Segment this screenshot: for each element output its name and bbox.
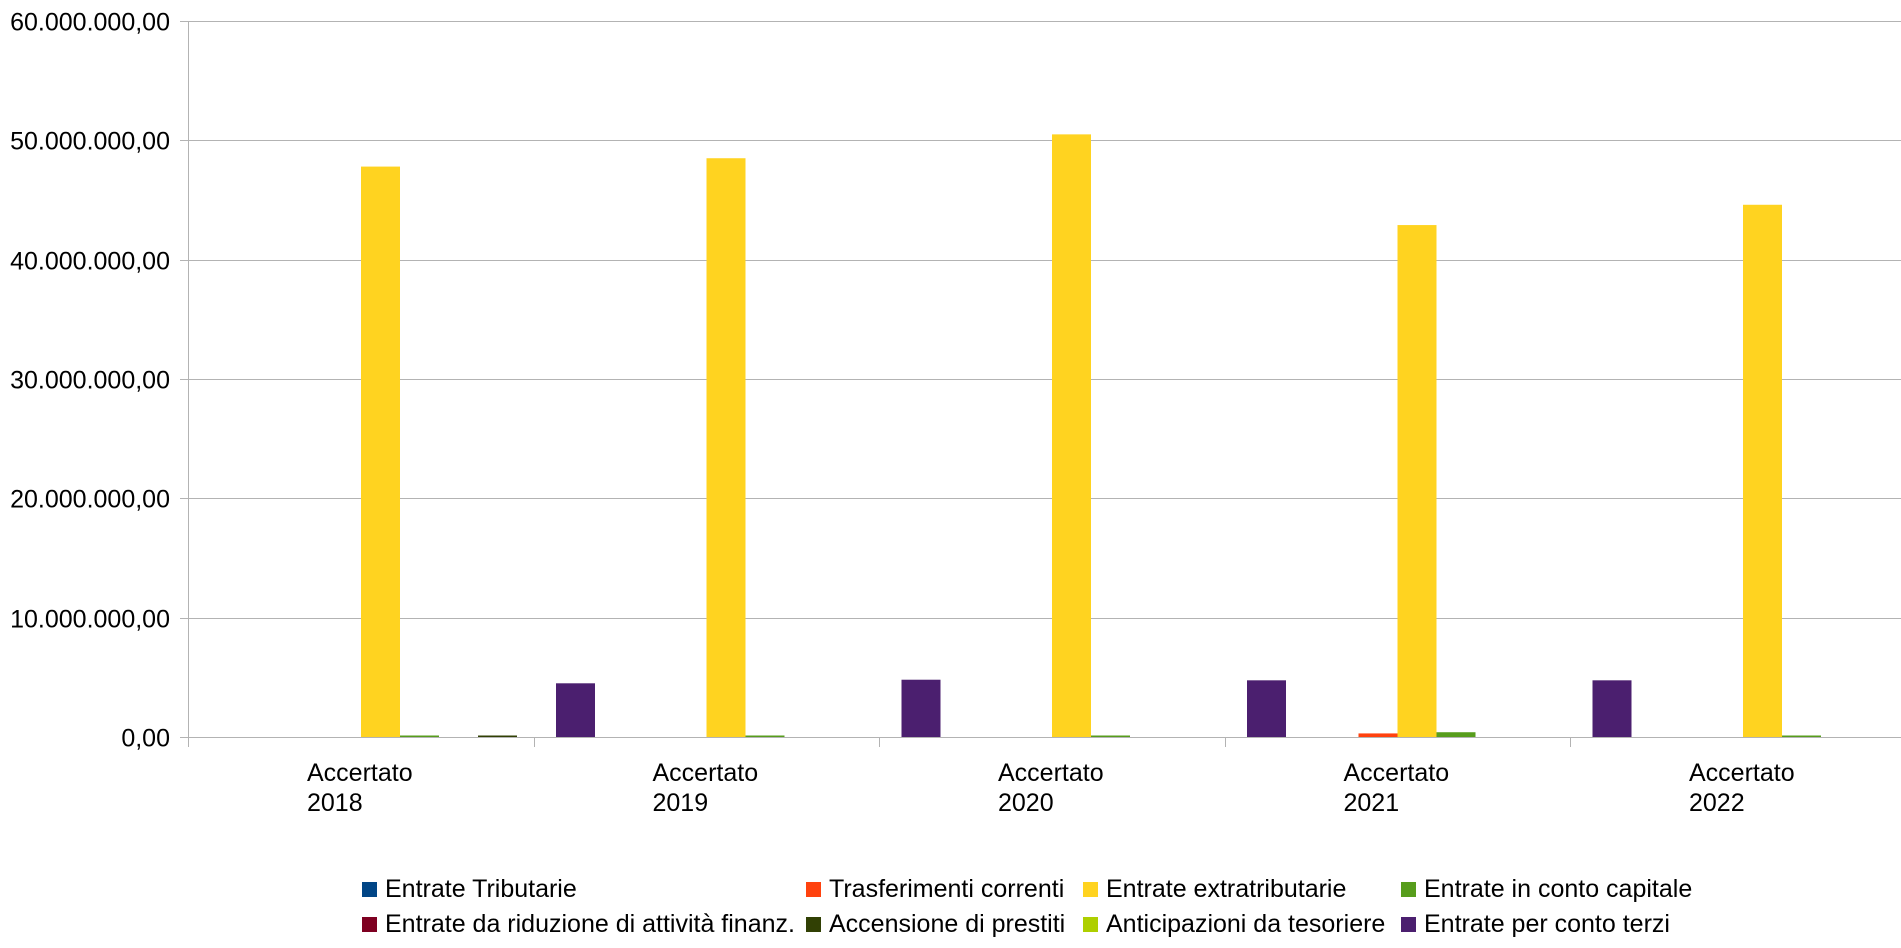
bar (361, 166, 400, 737)
x-tick-label: 2018 (307, 789, 363, 817)
legend-swatch (806, 916, 821, 932)
legend-item: Entrate da riduzione di attività finanz. (362, 910, 806, 938)
bar (901, 679, 941, 737)
legend-label: Trasferimenti correnti (829, 875, 1065, 903)
bar (400, 735, 439, 737)
legend-item: Anticipazioni da tesoriere (1083, 910, 1401, 938)
legend-item: Entrate per conto terzi (1401, 910, 1701, 938)
legend-label: Anticipazioni da tesoriere (1106, 910, 1386, 938)
x-tick-label: Accertato (653, 759, 759, 787)
bar (1247, 680, 1286, 737)
gridlines (188, 21, 1901, 619)
legend-swatch (1083, 881, 1098, 897)
legend-item: Entrate Tributarie (362, 875, 806, 903)
x-tick-label: 2022 (1689, 789, 1745, 817)
legend-item: Accensione di prestiti (806, 910, 1083, 938)
x-tick-label: 2019 (653, 789, 709, 817)
legend-label: Accensione di prestiti (829, 910, 1066, 938)
axes (180, 21, 1901, 747)
x-axis-tick-labels: Accertato2018Accertato2019Accertato2020A… (307, 759, 1795, 817)
y-tick-label: 40.000.000,00 (10, 248, 170, 276)
legend-swatch (1401, 881, 1416, 897)
legend-item: Trasferimenti correnti (806, 875, 1083, 903)
legend-label: Entrate Tributarie (385, 875, 577, 903)
bar (745, 735, 785, 737)
y-tick-label: 30.000.000,00 (10, 367, 170, 395)
bar (1743, 204, 1782, 738)
bar (706, 158, 746, 737)
chart-legend: Entrate Tributarie Trasferimenti correnti… (362, 875, 1862, 938)
legend-label: Entrate per conto terzi (1424, 910, 1670, 938)
legend-label: Entrate da riduzione di attività finanz. (385, 910, 795, 938)
x-tick-label: Accertato (998, 759, 1104, 787)
bar (478, 735, 517, 737)
bar (556, 683, 595, 737)
x-tick-label: 2020 (998, 789, 1054, 817)
legend-item: Entrate in conto capitale (1401, 875, 1701, 903)
bar (1592, 680, 1632, 737)
y-axis-tick-labels: 0,00 10.000.000,00 20.000.000,00 30.000.000… (10, 9, 170, 753)
legend-label: Entrate in conto capitale (1424, 875, 1693, 903)
bars (361, 134, 1821, 738)
legend-swatch (362, 881, 377, 897)
y-tick-label: 60.000.000,00 (10, 9, 170, 37)
x-tick-label: Accertato (1689, 759, 1795, 787)
y-tick-label: 50.000.000,00 (10, 128, 170, 156)
y-tick-label: 20.000.000,00 (10, 486, 170, 514)
x-tick-label: Accertato (1344, 759, 1450, 787)
x-tick-label: Accertato (307, 759, 413, 787)
bar (1052, 134, 1091, 737)
x-tick-label: 2021 (1344, 789, 1400, 817)
legend-swatch (362, 916, 377, 932)
legend-swatch (806, 881, 821, 897)
bar (1397, 225, 1437, 737)
legend-swatch (1401, 916, 1416, 932)
legend-swatch (1083, 916, 1098, 932)
y-tick-label: 0,00 (121, 725, 170, 753)
y-tick-label: 10.000.000,00 (10, 606, 170, 634)
bar (1358, 733, 1398, 737)
legend-item: Entrate extratributarie (1083, 875, 1401, 903)
legend-label: Entrate extratributarie (1106, 875, 1347, 903)
bar (1436, 732, 1476, 737)
bar (1782, 735, 1821, 737)
bar (1091, 735, 1130, 737)
